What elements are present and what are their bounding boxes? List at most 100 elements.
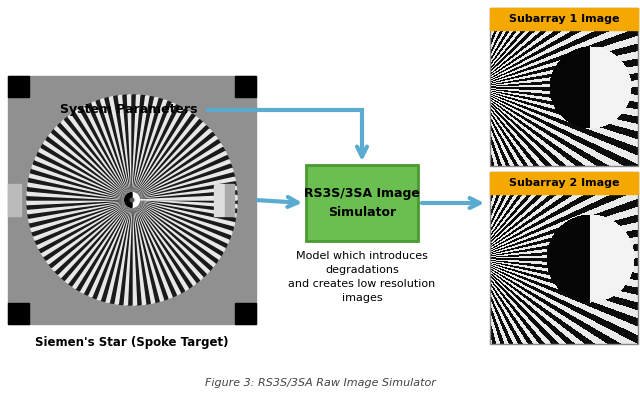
Polygon shape: [29, 173, 132, 200]
Text: Subarray 2 Image: Subarray 2 Image: [509, 178, 620, 188]
Polygon shape: [35, 200, 132, 244]
Polygon shape: [132, 126, 209, 200]
Polygon shape: [132, 123, 206, 200]
Polygon shape: [123, 200, 132, 305]
Polygon shape: [132, 200, 237, 214]
Polygon shape: [127, 200, 132, 305]
Polygon shape: [132, 96, 150, 200]
Text: RS3S/3SA Image
Simulator: RS3S/3SA Image Simulator: [304, 187, 420, 219]
Text: Model which introduces
degradations
and creates low resolution
images: Model which introduces degradations and …: [289, 251, 436, 303]
Polygon shape: [31, 200, 132, 232]
Polygon shape: [132, 95, 141, 200]
Polygon shape: [132, 200, 188, 291]
Polygon shape: [54, 200, 132, 274]
Polygon shape: [132, 156, 229, 200]
Circle shape: [27, 95, 237, 305]
Polygon shape: [132, 200, 136, 305]
Polygon shape: [114, 96, 132, 200]
Polygon shape: [132, 164, 232, 200]
Polygon shape: [29, 200, 132, 227]
Polygon shape: [132, 200, 221, 260]
Polygon shape: [109, 97, 132, 200]
Polygon shape: [132, 200, 229, 244]
Circle shape: [130, 198, 134, 202]
Polygon shape: [132, 97, 155, 200]
Polygon shape: [132, 200, 146, 305]
Polygon shape: [79, 107, 132, 200]
Polygon shape: [132, 191, 237, 200]
Bar: [490, 172, 638, 194]
Polygon shape: [132, 200, 237, 209]
Text: Subarray 1 Image: Subarray 1 Image: [509, 14, 620, 24]
Polygon shape: [132, 100, 168, 200]
Polygon shape: [52, 200, 132, 271]
Circle shape: [125, 192, 140, 208]
Bar: [8, 76, 256, 324]
Polygon shape: [76, 109, 132, 200]
Polygon shape: [132, 177, 236, 200]
Polygon shape: [35, 156, 132, 200]
Polygon shape: [132, 200, 209, 274]
Polygon shape: [29, 200, 132, 223]
Polygon shape: [105, 200, 132, 303]
Polygon shape: [68, 200, 132, 286]
Polygon shape: [44, 200, 132, 260]
Polygon shape: [132, 114, 196, 200]
Polygon shape: [132, 168, 234, 200]
Polygon shape: [79, 200, 132, 293]
Polygon shape: [132, 200, 184, 293]
Polygon shape: [52, 129, 132, 200]
Polygon shape: [132, 173, 234, 200]
Polygon shape: [132, 200, 180, 295]
Polygon shape: [37, 152, 132, 200]
Polygon shape: [132, 200, 236, 218]
Polygon shape: [58, 123, 132, 200]
Polygon shape: [132, 200, 172, 299]
Polygon shape: [65, 117, 132, 200]
Bar: [490, 8, 638, 166]
Polygon shape: [88, 103, 132, 200]
Bar: [8, 303, 29, 324]
Polygon shape: [132, 182, 236, 200]
Polygon shape: [132, 200, 232, 236]
Polygon shape: [132, 95, 136, 200]
Text: Figure 3: RS3S/3SA Raw Image Simulator: Figure 3: RS3S/3SA Raw Image Simulator: [205, 378, 435, 388]
Polygon shape: [132, 200, 164, 301]
Polygon shape: [58, 200, 132, 278]
Polygon shape: [132, 200, 196, 286]
Polygon shape: [33, 160, 132, 200]
Text: System Parameters: System Parameters: [60, 103, 198, 116]
Polygon shape: [127, 95, 132, 200]
Polygon shape: [132, 136, 218, 200]
Polygon shape: [132, 99, 164, 200]
Polygon shape: [132, 200, 215, 267]
Polygon shape: [41, 144, 132, 200]
Polygon shape: [76, 200, 132, 291]
Polygon shape: [132, 200, 225, 253]
Polygon shape: [72, 200, 132, 289]
Polygon shape: [132, 140, 221, 200]
Polygon shape: [132, 200, 203, 280]
Polygon shape: [46, 200, 132, 264]
Polygon shape: [132, 200, 230, 240]
Polygon shape: [132, 111, 192, 200]
Polygon shape: [132, 200, 234, 232]
Polygon shape: [46, 136, 132, 200]
Polygon shape: [68, 114, 132, 200]
Polygon shape: [39, 200, 132, 253]
Polygon shape: [132, 200, 223, 257]
Polygon shape: [32, 200, 132, 236]
Polygon shape: [27, 191, 132, 200]
Bar: [8, 76, 29, 97]
Polygon shape: [31, 168, 132, 200]
Polygon shape: [109, 200, 132, 303]
Polygon shape: [132, 200, 237, 205]
FancyBboxPatch shape: [306, 165, 418, 241]
Polygon shape: [105, 97, 132, 200]
Polygon shape: [72, 111, 132, 200]
Polygon shape: [132, 101, 172, 200]
Polygon shape: [83, 105, 132, 200]
Polygon shape: [27, 195, 132, 200]
Polygon shape: [39, 147, 132, 200]
Polygon shape: [132, 200, 212, 271]
